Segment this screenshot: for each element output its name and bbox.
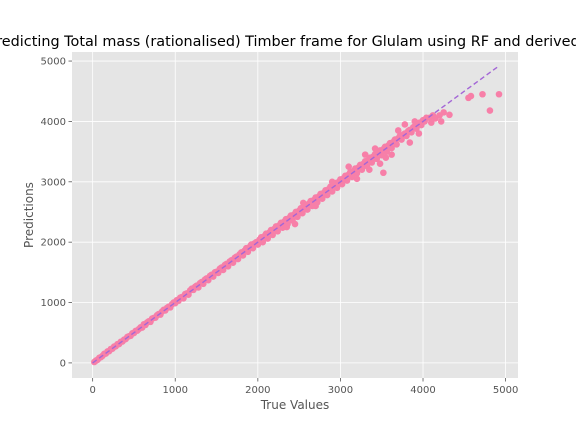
data-point xyxy=(345,163,352,170)
y-tick-label: 0 xyxy=(60,358,66,369)
data-point xyxy=(353,175,361,183)
y-tick-label: 5000 xyxy=(41,57,66,68)
reference-line xyxy=(92,66,498,364)
data-point xyxy=(479,90,486,98)
y-tick-label: 3000 xyxy=(41,177,66,188)
data-point xyxy=(312,202,319,210)
data-point xyxy=(495,90,503,98)
x-tick-label: 0 xyxy=(89,385,95,396)
data-point xyxy=(264,235,272,242)
data-point xyxy=(382,154,390,161)
data-point xyxy=(368,159,376,166)
data-point xyxy=(380,169,387,177)
data-point xyxy=(328,178,336,186)
data-point xyxy=(427,119,435,126)
data-points xyxy=(91,90,503,366)
data-point xyxy=(446,111,453,119)
y-axis-label: Predictions xyxy=(22,182,36,248)
data-point xyxy=(388,144,395,152)
data-point xyxy=(415,130,423,137)
chart-title: Predicting Total mass (rationalised) Tim… xyxy=(0,34,576,50)
data-point xyxy=(388,151,395,158)
data-point xyxy=(366,166,373,174)
data-point xyxy=(328,188,336,195)
data-point xyxy=(467,92,475,100)
data-point xyxy=(437,118,445,125)
x-tick-label: 2000 xyxy=(245,385,270,396)
x-tick-label: 4000 xyxy=(410,385,435,396)
data-point xyxy=(394,127,402,134)
data-point xyxy=(304,206,311,213)
y-tick-label: 4000 xyxy=(41,117,66,128)
y-ticks: 0 1000 2000 3000 4000 5000 xyxy=(41,57,72,369)
data-point xyxy=(348,173,356,181)
y-tick-label: 2000 xyxy=(41,238,66,249)
data-point xyxy=(406,139,414,146)
data-point xyxy=(401,121,409,128)
data-point xyxy=(291,220,299,228)
x-tick-label: 1000 xyxy=(163,385,188,396)
y-tick-label: 1000 xyxy=(41,298,66,309)
data-point xyxy=(361,151,369,158)
x-axis-label: True Values xyxy=(260,398,330,412)
data-point xyxy=(283,223,291,231)
x-tick-label: 5000 xyxy=(493,385,518,396)
x-ticks: 0 1000 2000 3000 4000 5000 xyxy=(89,378,518,396)
data-point xyxy=(393,141,400,148)
data-point xyxy=(376,160,384,167)
x-tick-label: 3000 xyxy=(328,385,353,396)
data-point xyxy=(258,238,266,245)
data-point xyxy=(373,155,381,163)
data-point xyxy=(411,118,419,125)
data-point xyxy=(371,145,379,152)
data-point xyxy=(486,107,494,114)
data-point xyxy=(299,199,307,207)
data-point xyxy=(440,109,447,116)
